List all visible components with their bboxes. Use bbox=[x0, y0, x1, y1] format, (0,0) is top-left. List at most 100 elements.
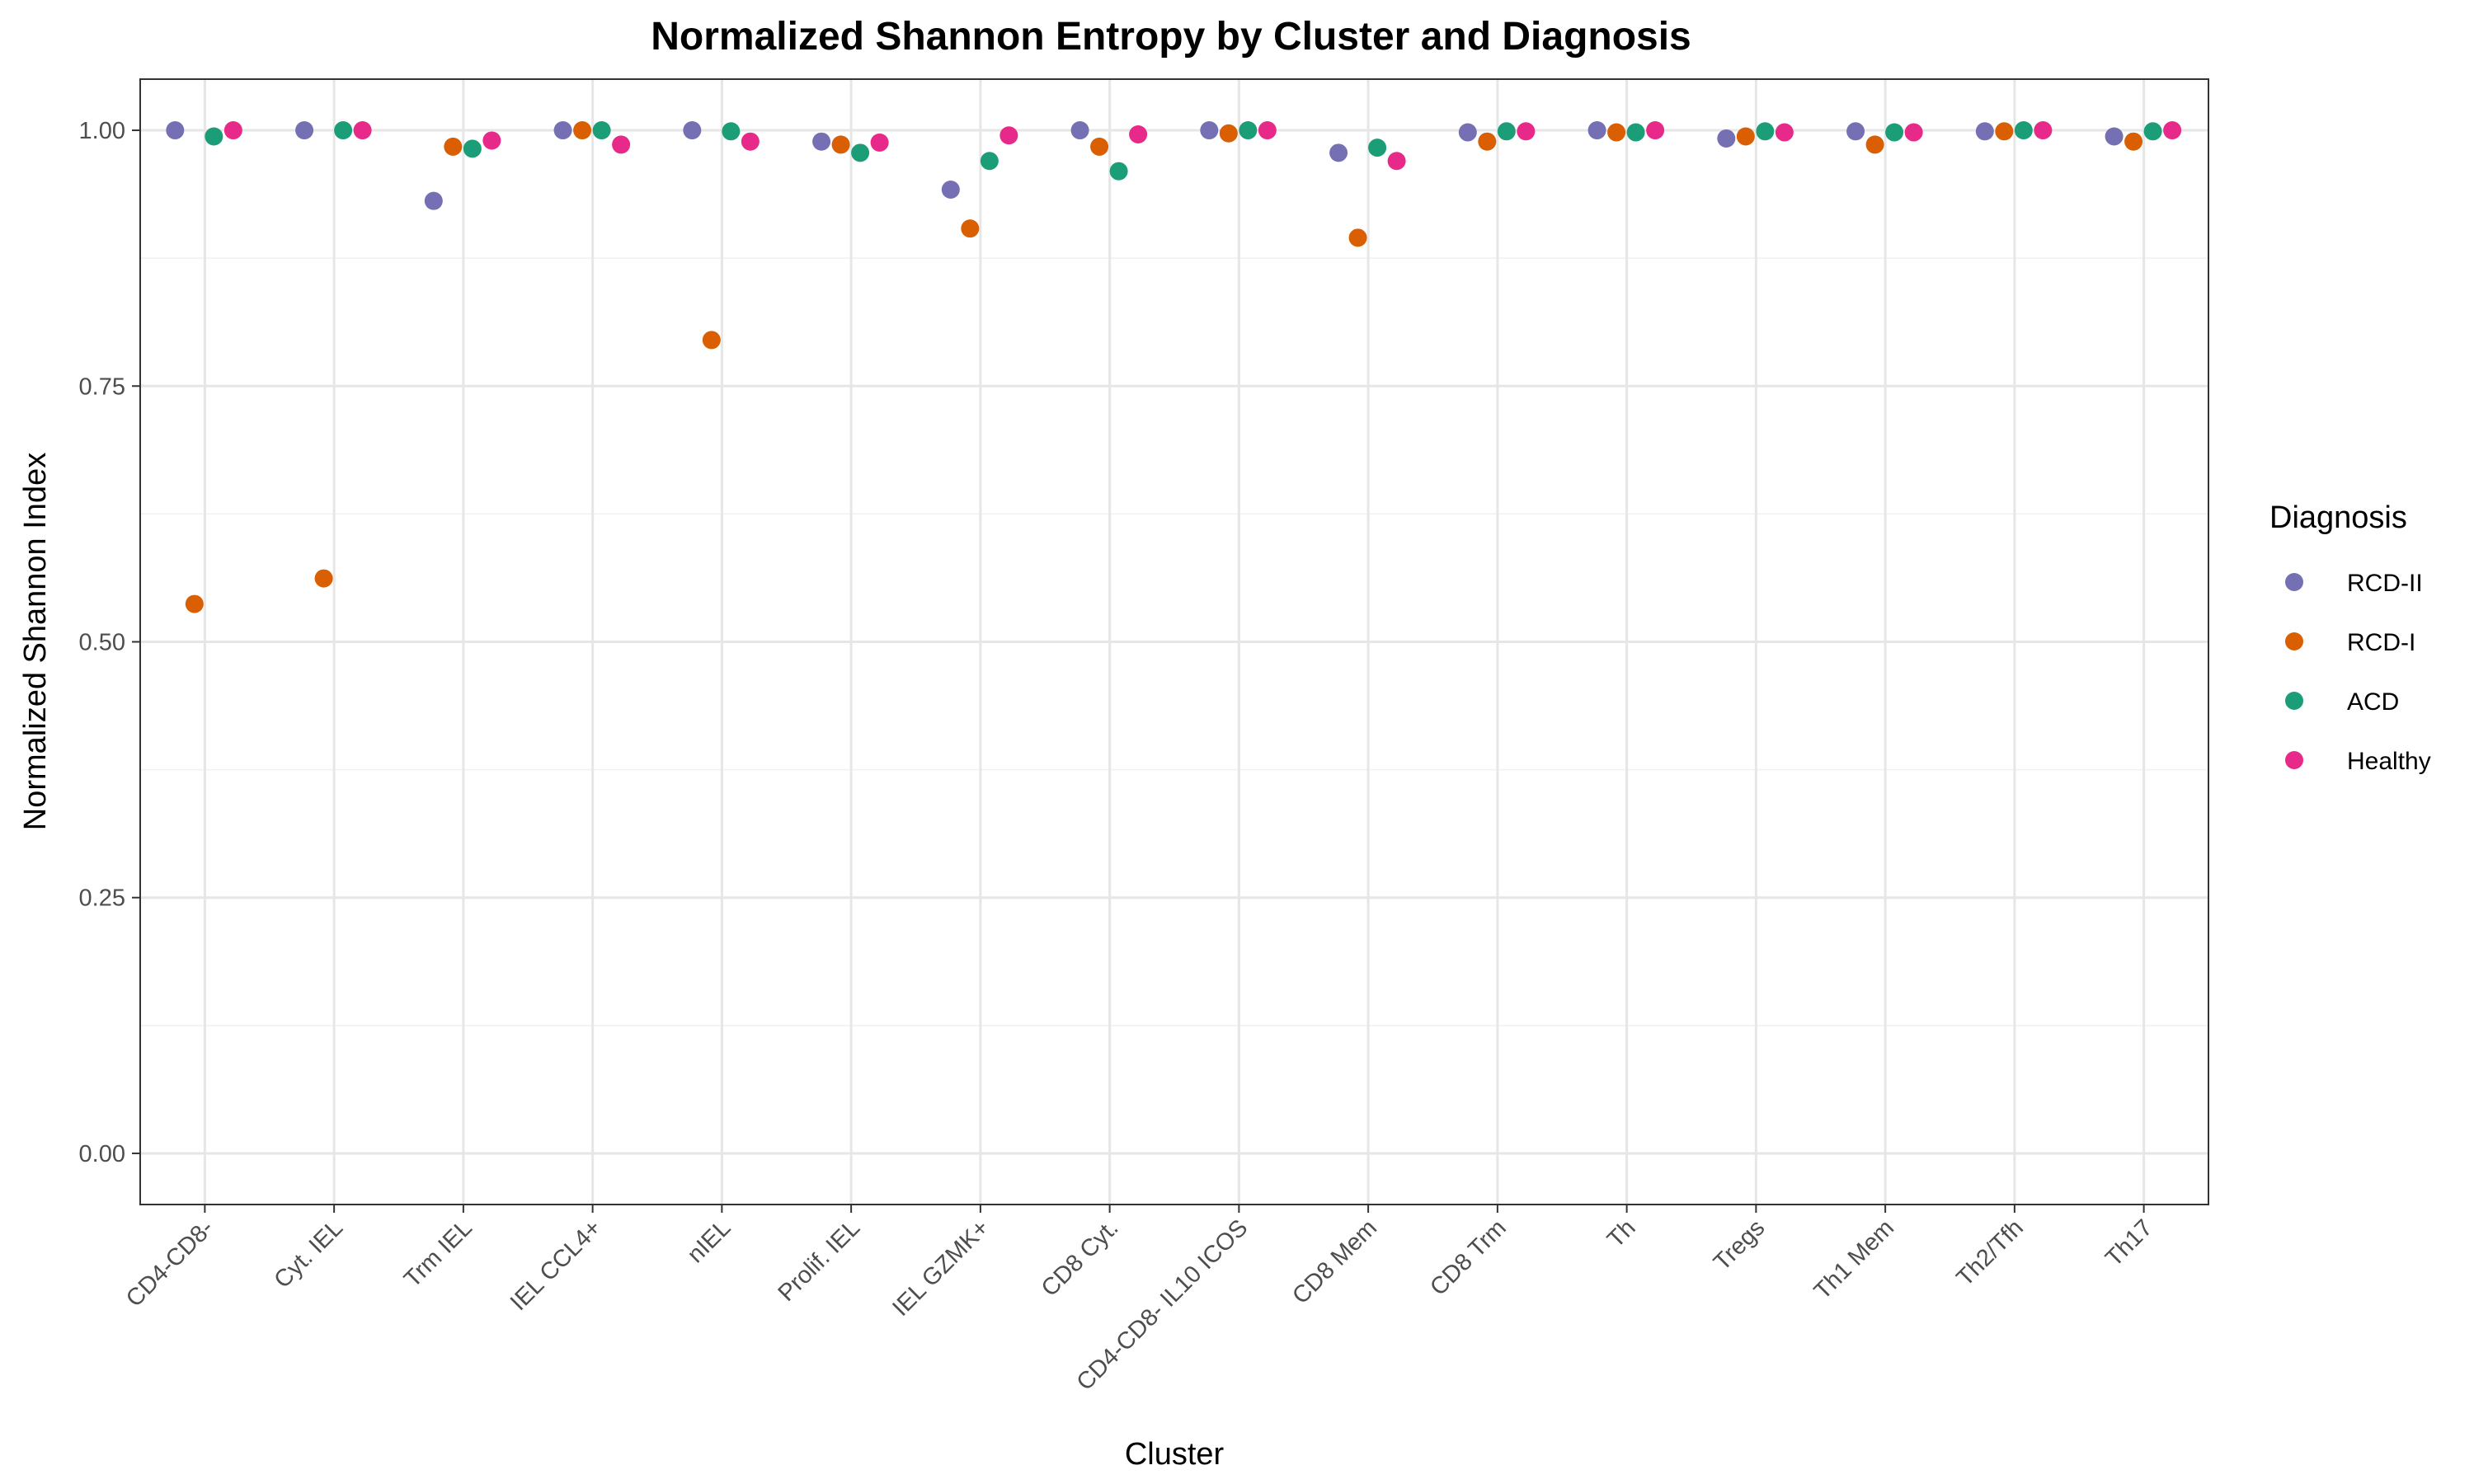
point-rcd-i bbox=[831, 135, 850, 154]
points-layer bbox=[166, 121, 2182, 613]
x-tick-label: Th1 Mem bbox=[1809, 1214, 1899, 1304]
point-healthy bbox=[1258, 121, 1277, 140]
legend-key-healthy bbox=[2285, 751, 2303, 769]
x-tick-label: Prolif. IEL bbox=[774, 1214, 866, 1307]
point-rcd-i bbox=[573, 121, 592, 140]
point-acd bbox=[1756, 122, 1775, 141]
point-acd bbox=[463, 139, 482, 158]
point-rcd-ii bbox=[1587, 121, 1606, 140]
point-acd bbox=[722, 122, 741, 141]
point-rcd-ii bbox=[1717, 129, 1736, 148]
x-tick-label: IEL GZMK+ bbox=[887, 1214, 995, 1322]
point-healthy bbox=[870, 133, 889, 152]
legend-label: Healthy bbox=[2347, 748, 2431, 775]
legend: Diagnosis RCD-II RCD-I ACD Healthy bbox=[2269, 500, 2431, 775]
point-rcd-i bbox=[1607, 123, 1626, 142]
point-rcd-ii bbox=[166, 121, 185, 140]
legend-label: ACD bbox=[2347, 688, 2399, 716]
point-acd bbox=[1109, 162, 1128, 181]
grid-layer bbox=[140, 79, 2208, 1205]
point-healthy bbox=[741, 132, 760, 151]
point-healthy bbox=[482, 131, 501, 150]
legend-items: RCD-II RCD-I ACD Healthy bbox=[2285, 570, 2431, 775]
point-rcd-i bbox=[702, 331, 721, 350]
point-rcd-ii bbox=[812, 132, 831, 151]
x-tick-label: Th2/Tfh bbox=[1952, 1214, 2029, 1291]
point-rcd-ii bbox=[295, 121, 314, 140]
point-rcd-i bbox=[1736, 127, 1755, 146]
point-rcd-ii bbox=[683, 121, 702, 140]
point-rcd-i bbox=[185, 594, 204, 613]
point-healthy bbox=[223, 121, 242, 140]
x-tick-label: CD8 Cyt. bbox=[1037, 1214, 1124, 1302]
point-rcd-i bbox=[1219, 124, 1238, 143]
point-rcd-ii bbox=[1846, 122, 1865, 141]
x-tick-label: Tregs bbox=[1709, 1214, 1770, 1275]
x-axis: CD4-CD8- Cyt. IEL Trm IEL IEL CCL4+ nIEL Prol… bbox=[121, 1205, 2158, 1396]
y-axis-title: Normalized Shannon Index bbox=[18, 453, 53, 830]
point-rcd-i bbox=[2124, 132, 2143, 151]
point-acd bbox=[1239, 121, 1258, 140]
point-rcd-ii bbox=[553, 121, 572, 140]
point-rcd-ii bbox=[1975, 122, 1994, 141]
point-acd bbox=[334, 121, 353, 140]
point-rcd-i bbox=[1865, 135, 1884, 154]
legend-key-acd bbox=[2285, 692, 2303, 710]
point-rcd-i bbox=[314, 569, 333, 588]
legend-title: Diagnosis bbox=[2269, 500, 2407, 535]
x-tick-label: CD8 Mem bbox=[1287, 1214, 1382, 1309]
point-rcd-i bbox=[444, 137, 463, 156]
point-healthy bbox=[1129, 125, 1148, 144]
point-rcd-ii bbox=[1070, 121, 1089, 140]
point-rcd-i bbox=[1478, 132, 1497, 151]
point-rcd-i bbox=[1348, 228, 1367, 247]
point-acd bbox=[1497, 122, 1516, 141]
point-acd bbox=[1368, 139, 1387, 157]
y-tick-label: 1.00 bbox=[79, 118, 125, 144]
legend-key-rcd-ii bbox=[2285, 573, 2303, 591]
point-healthy bbox=[1387, 152, 1406, 171]
point-rcd-i bbox=[1090, 137, 1109, 156]
point-acd bbox=[851, 143, 870, 162]
point-healthy bbox=[1904, 123, 1923, 142]
point-rcd-ii bbox=[1200, 121, 1219, 140]
y-tick-label: 0.25 bbox=[79, 885, 125, 912]
x-tick-label: IEL CCL4+ bbox=[506, 1214, 607, 1316]
x-tick-label: nIEL bbox=[683, 1214, 736, 1268]
x-tick-label: CD4-CD8- bbox=[121, 1214, 219, 1312]
point-acd bbox=[592, 121, 611, 140]
x-tick-label: Trm IEL bbox=[399, 1214, 477, 1293]
chart-title: Normalized Shannon Entropy by Cluster an… bbox=[651, 15, 1691, 59]
point-healthy bbox=[1775, 123, 1794, 142]
x-tick-label: Th bbox=[1602, 1214, 1641, 1253]
x-tick-label: Th17 bbox=[2100, 1214, 2157, 1271]
point-healthy bbox=[999, 126, 1018, 145]
x-tick-label: CD8 Trm bbox=[1425, 1214, 1512, 1301]
point-acd bbox=[1626, 123, 1645, 142]
point-acd bbox=[1885, 123, 1904, 142]
point-healthy bbox=[2163, 121, 2182, 140]
point-acd bbox=[980, 152, 999, 171]
legend-label: RCD-II bbox=[2347, 570, 2423, 597]
y-tick-label: 0.75 bbox=[79, 373, 125, 400]
legend-label: RCD-I bbox=[2347, 629, 2415, 656]
point-healthy bbox=[612, 135, 631, 154]
y-axis: 0.00 0.25 0.50 0.75 1.00 bbox=[79, 118, 140, 1167]
point-rcd-i bbox=[961, 219, 980, 238]
point-healthy bbox=[2034, 121, 2053, 140]
point-rcd-ii bbox=[941, 181, 960, 200]
x-axis-title: Cluster bbox=[1125, 1437, 1225, 1472]
x-tick-label: Cyt. IEL bbox=[270, 1214, 349, 1294]
y-tick-label: 0.50 bbox=[79, 630, 125, 656]
point-rcd-ii bbox=[424, 191, 443, 210]
point-healthy bbox=[1517, 122, 1536, 141]
point-acd bbox=[205, 127, 223, 146]
point-rcd-ii bbox=[2105, 127, 2124, 146]
point-rcd-ii bbox=[1329, 143, 1348, 162]
point-acd bbox=[2143, 122, 2162, 141]
point-rcd-ii bbox=[1458, 123, 1477, 142]
point-acd bbox=[2014, 121, 2033, 140]
point-rcd-i bbox=[1995, 122, 2014, 141]
